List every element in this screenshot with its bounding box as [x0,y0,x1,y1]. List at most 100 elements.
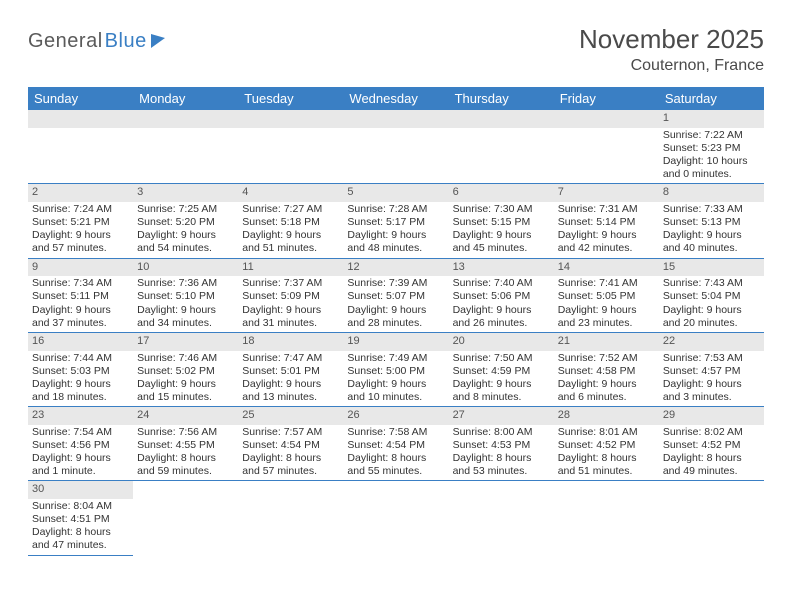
calendar-cell: 17Sunrise: 7:46 AMSunset: 5:02 PMDayligh… [133,332,238,406]
calendar-cell: 24Sunrise: 7:56 AMSunset: 4:55 PMDayligh… [133,407,238,481]
daylight-text: Daylight: 9 hours and 48 minutes. [347,229,444,255]
empty-day-bar [133,110,238,128]
day-details: Sunrise: 7:44 AMSunset: 5:03 PMDaylight:… [28,351,133,407]
daylight-text: Daylight: 9 hours and 31 minutes. [242,304,339,330]
empty-day-bar [449,110,554,128]
sunset-text: Sunset: 5:20 PM [137,216,234,229]
calendar-cell: 13Sunrise: 7:40 AMSunset: 5:06 PMDayligh… [449,258,554,332]
calendar-cell [449,110,554,184]
day-details: Sunrise: 7:22 AMSunset: 5:23 PMDaylight:… [659,128,764,184]
sunset-text: Sunset: 4:56 PM [32,439,129,452]
brand-part1: General [28,30,103,53]
sunrise-text: Sunrise: 7:31 AM [558,203,655,216]
sunset-text: Sunset: 4:53 PM [453,439,550,452]
sunset-text: Sunset: 5:23 PM [663,142,760,155]
weekday-header: Tuesday [238,87,343,110]
calendar-cell: 29Sunrise: 8:02 AMSunset: 4:52 PMDayligh… [659,407,764,481]
daylight-text: Daylight: 9 hours and 18 minutes. [32,378,129,404]
day-details: Sunrise: 7:33 AMSunset: 5:13 PMDaylight:… [659,202,764,258]
day-details: Sunrise: 8:02 AMSunset: 4:52 PMDaylight:… [659,425,764,481]
calendar-cell: 19Sunrise: 7:49 AMSunset: 5:00 PMDayligh… [343,332,448,406]
empty-day-bar [343,110,448,128]
daylight-text: Daylight: 8 hours and 55 minutes. [347,452,444,478]
title-block: November 2025 Couternon, France [579,24,764,75]
day-details: Sunrise: 7:25 AMSunset: 5:20 PMDaylight:… [133,202,238,258]
calendar-week-row: 9Sunrise: 7:34 AMSunset: 5:11 PMDaylight… [28,258,764,332]
day-details: Sunrise: 8:04 AMSunset: 4:51 PMDaylight:… [28,499,133,555]
calendar-cell: 25Sunrise: 7:57 AMSunset: 4:54 PMDayligh… [238,407,343,481]
day-details: Sunrise: 8:01 AMSunset: 4:52 PMDaylight:… [554,425,659,481]
sunrise-text: Sunrise: 7:36 AM [137,277,234,290]
sunrise-text: Sunrise: 7:58 AM [347,426,444,439]
daylight-text: Daylight: 8 hours and 51 minutes. [558,452,655,478]
calendar-cell: 28Sunrise: 8:01 AMSunset: 4:52 PMDayligh… [554,407,659,481]
sunrise-text: Sunrise: 7:46 AM [137,352,234,365]
calendar-cell [343,481,448,555]
calendar-week-row: 23Sunrise: 7:54 AMSunset: 4:56 PMDayligh… [28,407,764,481]
daylight-text: Daylight: 9 hours and 3 minutes. [663,378,760,404]
weekday-header: Wednesday [343,87,448,110]
sunset-text: Sunset: 5:10 PM [137,290,234,303]
calendar-cell: 18Sunrise: 7:47 AMSunset: 5:01 PMDayligh… [238,332,343,406]
daylight-text: Daylight: 8 hours and 59 minutes. [137,452,234,478]
day-number: 27 [449,407,554,425]
weekday-header: Monday [133,87,238,110]
calendar-cell: 4Sunrise: 7:27 AMSunset: 5:18 PMDaylight… [238,184,343,258]
day-number: 21 [554,333,659,351]
calendar-cell [449,481,554,555]
sunset-text: Sunset: 4:52 PM [558,439,655,452]
daylight-text: Daylight: 9 hours and 54 minutes. [137,229,234,255]
day-details: Sunrise: 7:46 AMSunset: 5:02 PMDaylight:… [133,351,238,407]
day-details: Sunrise: 7:52 AMSunset: 4:58 PMDaylight:… [554,351,659,407]
day-details: Sunrise: 7:43 AMSunset: 5:04 PMDaylight:… [659,276,764,332]
weekday-header-row: Sunday Monday Tuesday Wednesday Thursday… [28,87,764,110]
header: GeneralBlue November 2025 Couternon, Fra… [28,24,764,75]
sunset-text: Sunset: 5:09 PM [242,290,339,303]
daylight-text: Daylight: 8 hours and 47 minutes. [32,526,129,552]
weekday-header: Thursday [449,87,554,110]
day-number: 17 [133,333,238,351]
calendar-table: Sunday Monday Tuesday Wednesday Thursday… [28,87,764,556]
calendar-week-row: 1Sunrise: 7:22 AMSunset: 5:23 PMDaylight… [28,110,764,184]
calendar-cell: 14Sunrise: 7:41 AMSunset: 5:05 PMDayligh… [554,258,659,332]
sunrise-text: Sunrise: 7:25 AM [137,203,234,216]
sunrise-text: Sunrise: 7:24 AM [32,203,129,216]
daylight-text: Daylight: 9 hours and 13 minutes. [242,378,339,404]
day-number: 30 [28,481,133,499]
calendar-cell [133,481,238,555]
weekday-header: Friday [554,87,659,110]
sunrise-text: Sunrise: 7:47 AM [242,352,339,365]
day-number: 4 [238,184,343,202]
sunrise-text: Sunrise: 7:34 AM [32,277,129,290]
location-label: Couternon, France [579,57,764,75]
calendar-cell: 8Sunrise: 7:33 AMSunset: 5:13 PMDaylight… [659,184,764,258]
brand-part2: Blue [105,30,147,53]
daylight-text: Daylight: 10 hours and 0 minutes. [663,155,760,181]
calendar-cell [238,110,343,184]
day-details: Sunrise: 8:00 AMSunset: 4:53 PMDaylight:… [449,425,554,481]
day-number: 25 [238,407,343,425]
calendar-cell: 2Sunrise: 7:24 AMSunset: 5:21 PMDaylight… [28,184,133,258]
month-title: November 2025 [579,24,764,55]
day-details: Sunrise: 7:39 AMSunset: 5:07 PMDaylight:… [343,276,448,332]
daylight-text: Daylight: 8 hours and 57 minutes. [242,452,339,478]
calendar-cell: 9Sunrise: 7:34 AMSunset: 5:11 PMDaylight… [28,258,133,332]
sunset-text: Sunset: 5:15 PM [453,216,550,229]
day-details: Sunrise: 7:54 AMSunset: 4:56 PMDaylight:… [28,425,133,481]
sunrise-text: Sunrise: 7:54 AM [32,426,129,439]
day-details: Sunrise: 7:28 AMSunset: 5:17 PMDaylight:… [343,202,448,258]
day-details: Sunrise: 7:27 AMSunset: 5:18 PMDaylight:… [238,202,343,258]
daylight-text: Daylight: 9 hours and 57 minutes. [32,229,129,255]
sunrise-text: Sunrise: 7:56 AM [137,426,234,439]
daylight-text: Daylight: 9 hours and 1 minute. [32,452,129,478]
daylight-text: Daylight: 9 hours and 34 minutes. [137,304,234,330]
sunrise-text: Sunrise: 7:28 AM [347,203,444,216]
sunrise-text: Sunrise: 7:37 AM [242,277,339,290]
daylight-text: Daylight: 9 hours and 37 minutes. [32,304,129,330]
day-number: 10 [133,259,238,277]
calendar-week-row: 2Sunrise: 7:24 AMSunset: 5:21 PMDaylight… [28,184,764,258]
day-number: 20 [449,333,554,351]
weekday-header: Sunday [28,87,133,110]
day-details: Sunrise: 7:50 AMSunset: 4:59 PMDaylight:… [449,351,554,407]
calendar-cell [554,110,659,184]
